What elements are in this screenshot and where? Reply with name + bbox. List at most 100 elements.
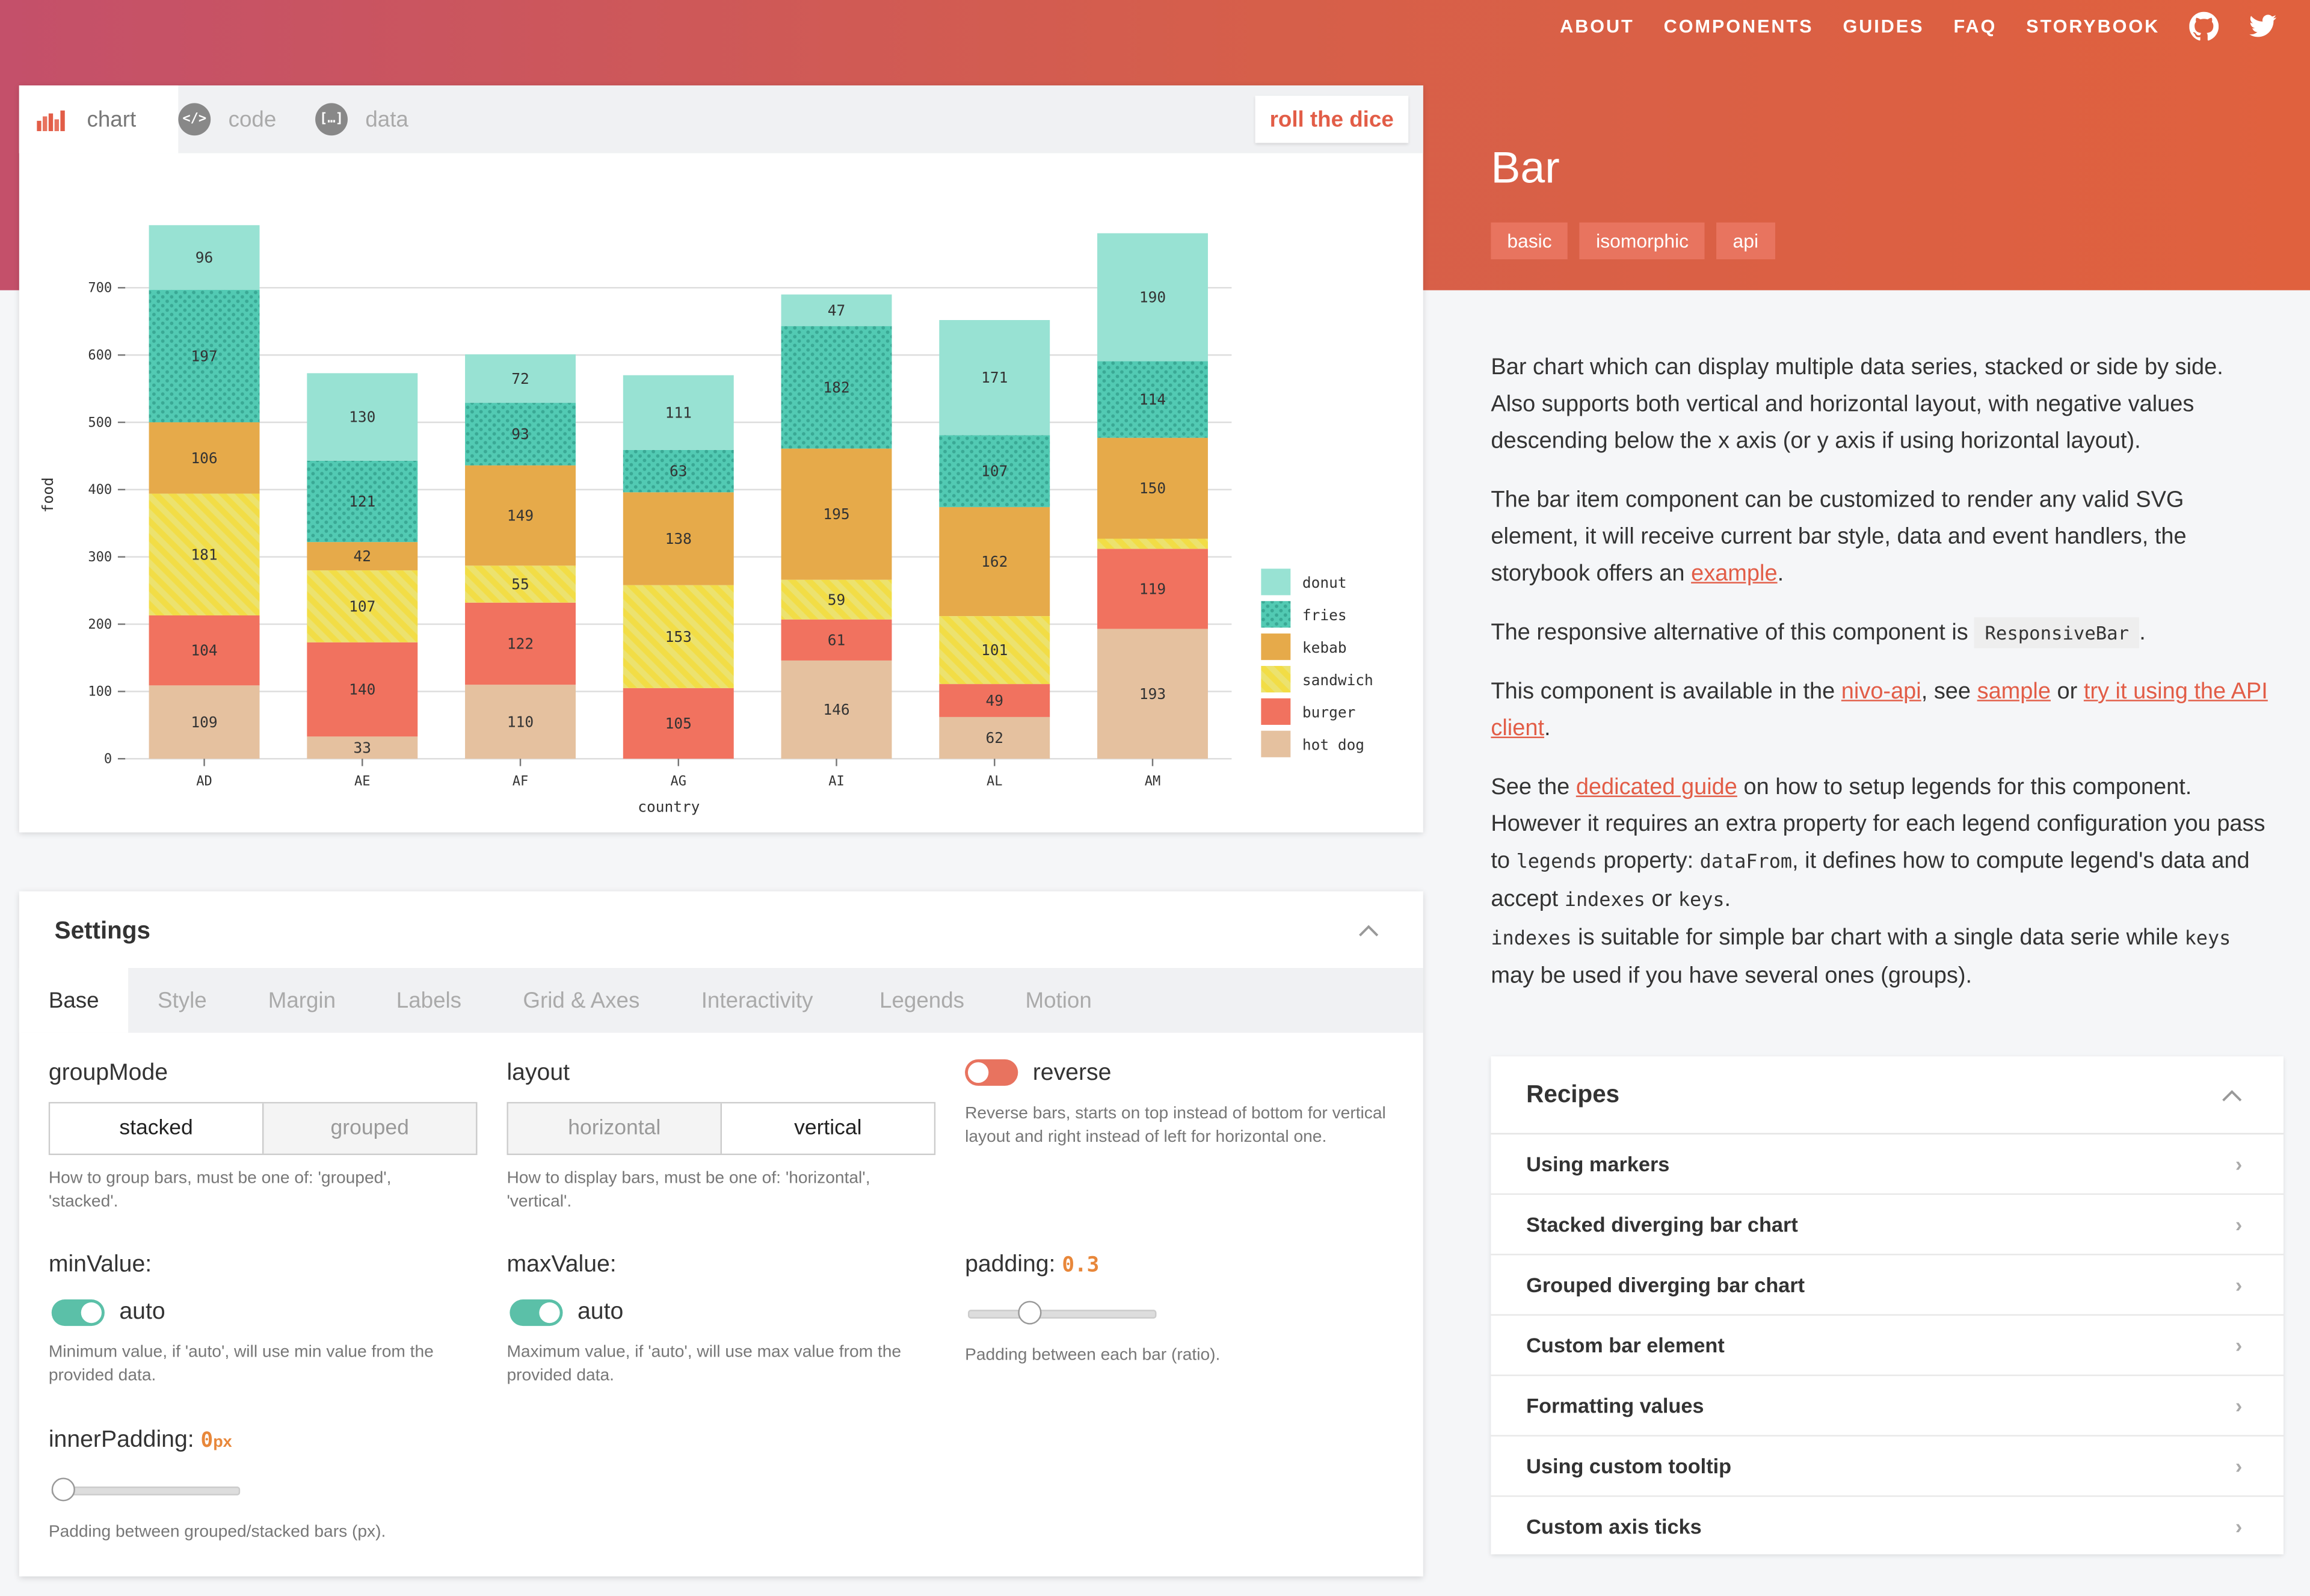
bar-segment[interactable]	[307, 542, 418, 571]
bar-segment[interactable]	[465, 565, 576, 603]
minvalue-auto-toggle[interactable]	[51, 1299, 105, 1326]
bar-segment[interactable]	[149, 615, 260, 686]
tab-data[interactable]: […] data	[315, 85, 408, 153]
dedicated-guide-link[interactable]: dedicated guide	[1575, 775, 1737, 800]
bar-segment[interactable]	[781, 660, 892, 759]
description-text: See the	[1491, 775, 1576, 800]
bar-segment[interactable]	[1097, 437, 1208, 539]
chevron-up-icon[interactable]	[2222, 1088, 2242, 1101]
bar-segment[interactable]	[781, 294, 892, 327]
nav-components[interactable]: COMPONENTS	[1663, 16, 1814, 37]
bar-segment[interactable]	[307, 642, 418, 737]
groupmode-grouped-option[interactable]: grouped	[262, 1103, 476, 1154]
bar-segment[interactable]	[623, 688, 734, 759]
description-text: Bar chart which can display multiple dat…	[1491, 355, 2223, 454]
settings-tab-motion[interactable]: Motion	[1025, 988, 1092, 1013]
bar-segment[interactable]	[307, 373, 418, 461]
twitter-icon[interactable]	[2248, 12, 2278, 42]
chevron-up-icon[interactable]	[1358, 924, 1379, 937]
inline-code: legends	[1516, 851, 1597, 874]
recipes-header[interactable]: Recipes	[1491, 1056, 2284, 1135]
bar-segment[interactable]	[939, 616, 1050, 685]
bar-segment[interactable]	[623, 375, 734, 450]
bar-segment[interactable]	[781, 326, 892, 449]
bar-segment[interactable]	[465, 602, 576, 685]
bar-segment[interactable]	[149, 289, 260, 423]
nivo-api-link[interactable]: nivo-api	[1841, 679, 1921, 704]
nav-guides[interactable]: GUIDES	[1843, 16, 1924, 37]
settings-tab-base[interactable]: Base	[19, 967, 129, 1033]
inline-code: keys	[1678, 890, 1725, 912]
api-client-link[interactable]: try it using the API client	[1491, 679, 2268, 741]
groupmode-stacked-option[interactable]: stacked	[50, 1103, 262, 1154]
settings-tab-margin[interactable]: Margin	[268, 988, 336, 1013]
bar-segment[interactable]	[781, 448, 892, 580]
bar-segment[interactable]	[1097, 549, 1208, 629]
nav-storybook[interactable]: STORYBOOK	[2026, 16, 2160, 37]
recipe-item[interactable]: Custom axis ticks ›	[1491, 1497, 2284, 1556]
bar-segment[interactable]	[465, 685, 576, 759]
tab-code[interactable]: </> code	[178, 85, 276, 153]
bar-segment[interactable]	[149, 685, 260, 759]
bar-segment[interactable]	[939, 507, 1050, 617]
bar-segment[interactable]	[781, 619, 892, 661]
bar-segment[interactable]	[149, 422, 260, 494]
layout-vertical-option[interactable]: vertical	[722, 1103, 934, 1154]
bar-segment[interactable]	[1097, 361, 1208, 438]
bar-segment[interactable]	[465, 465, 576, 566]
sample-link[interactable]: sample	[1977, 679, 2051, 704]
bar-value-label: 121	[349, 493, 375, 510]
settings-tab-style[interactable]: Style	[158, 988, 207, 1013]
bar-segment[interactable]	[149, 493, 260, 616]
settings-panel: Settings Base Style Margin Labels Grid &…	[19, 891, 1423, 1577]
bar-segment[interactable]	[623, 449, 734, 493]
bar-segment[interactable]	[149, 225, 260, 290]
settings-tab-interactivity[interactable]: Interactivity	[701, 988, 813, 1013]
recipe-item[interactable]: Stacked diverging bar chart ›	[1491, 1195, 2284, 1256]
padding-slider[interactable]	[967, 1301, 1157, 1325]
bar-segment[interactable]	[939, 716, 1050, 759]
bar-value-label: 146	[823, 701, 849, 718]
settings-tab-legends[interactable]: Legends	[879, 988, 965, 1013]
bar-segment[interactable]	[939, 435, 1050, 507]
bar-segment[interactable]	[781, 579, 892, 620]
bar-segment[interactable]	[1097, 233, 1208, 362]
description-text: , see	[1921, 679, 1977, 704]
bar-segment[interactable]	[623, 585, 734, 688]
bar-segment[interactable]	[939, 320, 1050, 436]
recipe-item[interactable]: Formatting values ›	[1491, 1376, 2284, 1437]
tag-isomorphic: isomorphic	[1580, 222, 1705, 260]
tab-chart[interactable]: chart	[19, 85, 179, 153]
roll-the-dice-button[interactable]: roll the dice	[1255, 96, 1409, 143]
github-icon[interactable]	[2189, 11, 2219, 42]
settings-tab-labels[interactable]: Labels	[396, 988, 462, 1013]
data-icon: […]	[315, 103, 348, 136]
layout-horizontal-option[interactable]: horizontal	[508, 1103, 722, 1154]
nav-faq[interactable]: FAQ	[1953, 16, 1997, 37]
bar-segment[interactable]	[1097, 629, 1208, 759]
bar-segment[interactable]	[939, 684, 1050, 717]
bar-segment[interactable]	[307, 570, 418, 642]
bar-value-label: 181	[191, 546, 217, 563]
recipe-item[interactable]: Grouped diverging bar chart ›	[1491, 1256, 2284, 1316]
bar-segment[interactable]	[307, 736, 418, 759]
recipe-item[interactable]: Custom bar element ›	[1491, 1316, 2284, 1376]
bar-segment[interactable]	[307, 460, 418, 543]
bar-segment[interactable]	[465, 354, 576, 403]
innerpadding-slider[interactable]	[51, 1477, 241, 1502]
nav-about[interactable]: ABOUT	[1560, 16, 1634, 37]
recipe-item[interactable]: Using custom tooltip ›	[1491, 1437, 2284, 1497]
reverse-toggle[interactable]	[965, 1059, 1018, 1086]
bar-segment[interactable]	[623, 492, 734, 585]
bar-segment[interactable]	[465, 402, 576, 466]
legend-swatch	[1261, 568, 1291, 596]
bar-value-label: 119	[1139, 580, 1166, 597]
example-link[interactable]: example	[1691, 561, 1778, 587]
innerpadding-label-text: innerPadding:	[48, 1428, 194, 1453]
description-paragraph: indexes is suitable for simple bar chart…	[1491, 919, 2272, 994]
bar-segment[interactable]	[1097, 538, 1208, 549]
maxvalue-auto-toggle[interactable]	[510, 1299, 563, 1326]
recipe-item[interactable]: Using markers ›	[1491, 1135, 2284, 1195]
reverse-label: reverse	[1032, 1061, 1112, 1086]
settings-tab-grid-axes[interactable]: Grid & Axes	[523, 988, 640, 1013]
